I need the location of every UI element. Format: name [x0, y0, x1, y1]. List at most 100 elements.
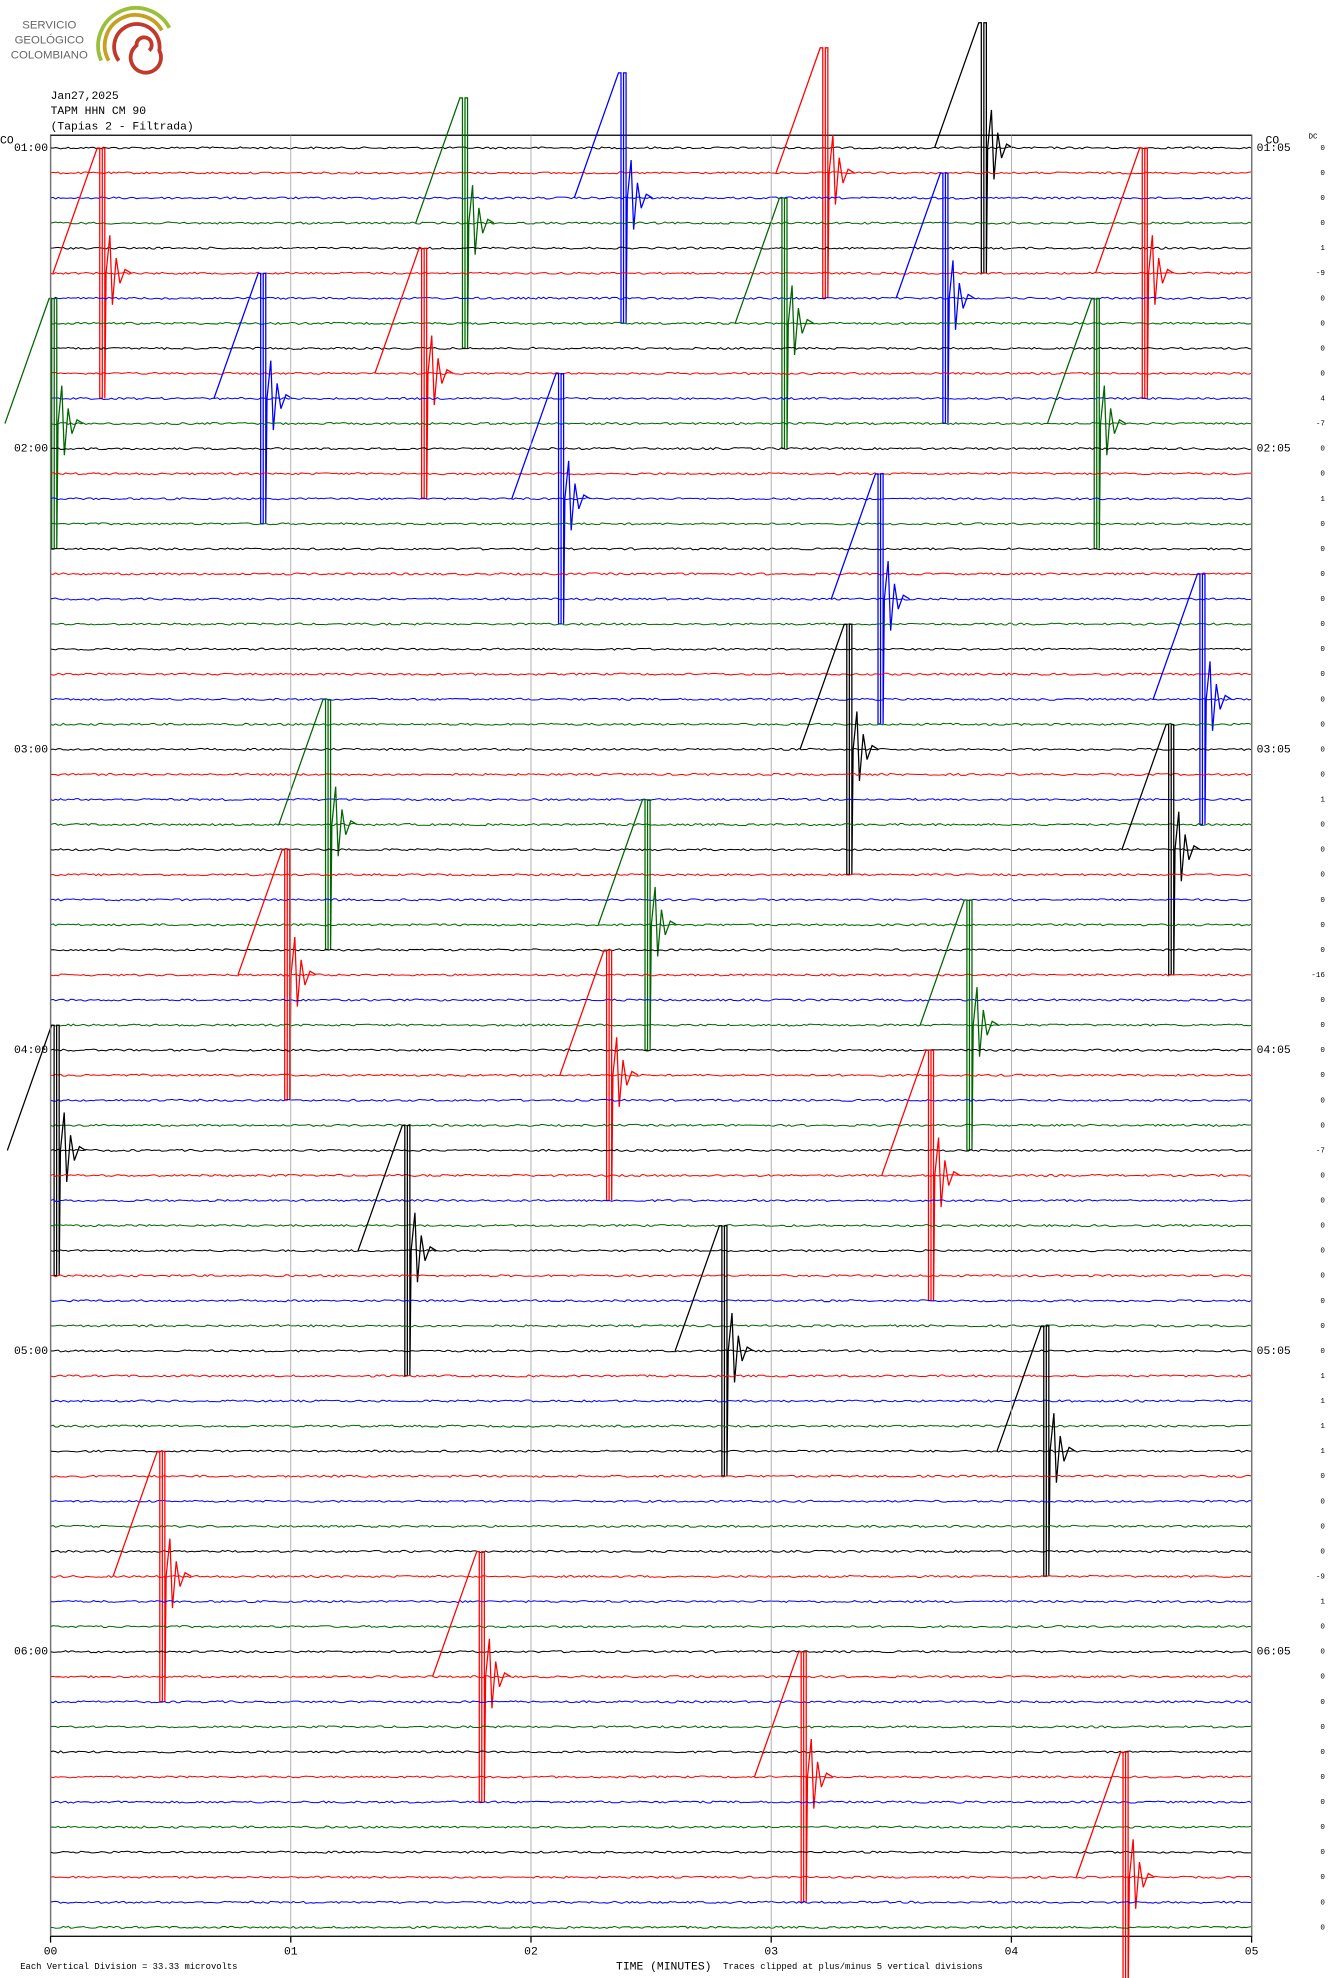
trace — [50, 1499, 1252, 1503]
logo-text: SERVICIO — [22, 19, 76, 31]
trace — [50, 672, 1252, 676]
dc-value: 0 — [1320, 746, 1325, 754]
trace — [50, 1198, 1252, 1203]
calibration-pulse — [559, 949, 639, 1201]
dc-value: 0 — [1320, 721, 1325, 729]
row-time-label: 02:00 — [14, 444, 48, 456]
dc-value: 0 — [1320, 671, 1325, 679]
row-time-label: 03:05 — [1257, 744, 1291, 756]
dc-value: 0 — [1320, 1624, 1325, 1632]
dc-value: 0 — [1320, 771, 1325, 779]
dc-value: 0 — [1320, 1273, 1325, 1281]
row-time-label: 05:05 — [1257, 1346, 1291, 1358]
trace — [50, 572, 1252, 576]
trace — [50, 1274, 1252, 1278]
trace — [50, 1073, 1252, 1077]
dc-value: -9 — [1316, 270, 1326, 278]
trace — [50, 622, 1252, 626]
trace — [50, 1675, 1252, 1679]
trace — [50, 1023, 1252, 1027]
trace — [50, 547, 1252, 551]
traces — [4, 22, 1252, 1978]
trace — [50, 797, 1252, 802]
title-line: (Tapias 2 - Filtrada) — [51, 121, 194, 133]
dc-value: 0 — [1320, 1824, 1325, 1832]
dc-value: 0 — [1320, 1323, 1325, 1331]
trace — [50, 1524, 1252, 1528]
dc-header: DC — [1309, 134, 1319, 142]
logo-arc — [96, 6, 172, 62]
dc-value: 0 — [1320, 1548, 1325, 1556]
trace — [50, 1349, 1252, 1353]
dc-value: 0 — [1320, 897, 1325, 905]
x-tick-label: 01 — [284, 1946, 298, 1958]
trace — [50, 1775, 1252, 1779]
dc-value: 0 — [1320, 997, 1325, 1005]
dc-value: -16 — [1311, 972, 1325, 980]
logo-text: COLOMBIANO — [11, 50, 88, 62]
trace — [50, 998, 1252, 1002]
trace — [50, 271, 1252, 275]
trace — [50, 848, 1252, 852]
row-time-label: 02:05 — [1257, 444, 1291, 456]
calibration-pulse — [1075, 1751, 1155, 1978]
dc-value: 0 — [1320, 345, 1325, 353]
trace — [50, 1925, 1252, 1929]
row-time-label: 03:00 — [14, 744, 48, 756]
trace — [50, 1650, 1252, 1654]
trace — [50, 1249, 1252, 1253]
calibration-pulse — [996, 1325, 1076, 1577]
dc-value: 0 — [1320, 571, 1325, 579]
dc-value: 1 — [1320, 1599, 1325, 1607]
dc-value: 0 — [1320, 1699, 1325, 1707]
x-axis-label: TIME (MINUTES) — [616, 1962, 711, 1974]
dc-value: 0 — [1320, 822, 1325, 830]
dc-value: 0 — [1320, 320, 1325, 328]
row-time-label: 06:00 — [14, 1647, 48, 1659]
trace — [50, 697, 1252, 701]
dc-value: 0 — [1320, 1473, 1325, 1481]
trace — [50, 1324, 1252, 1328]
trace — [50, 447, 1252, 451]
trace — [50, 196, 1252, 200]
calibration-pulse — [1094, 147, 1175, 399]
trace — [50, 1875, 1252, 1879]
trace — [50, 371, 1252, 376]
x-tick-label: 00 — [44, 1946, 58, 1958]
trace — [50, 722, 1252, 726]
trace — [50, 898, 1252, 902]
trace — [50, 647, 1252, 651]
title-line: TAPM HHN CM 90 — [51, 106, 147, 118]
trace — [50, 246, 1252, 250]
trace — [50, 396, 1252, 401]
dc-value: 0 — [1320, 1523, 1325, 1531]
dc-value: 0 — [1320, 1724, 1325, 1732]
dc-value: 1 — [1320, 1423, 1325, 1431]
dc-value: 0 — [1320, 170, 1325, 178]
calibration-pulse — [52, 147, 132, 399]
dc-value: 1 — [1320, 496, 1325, 504]
dc-value: 0 — [1320, 1874, 1325, 1882]
trace — [50, 1474, 1252, 1478]
dc-value: 0 — [1320, 546, 1325, 554]
x-tick-label: 02 — [524, 1946, 538, 1958]
trace — [50, 321, 1252, 325]
trace — [50, 346, 1252, 350]
dc-value: 0 — [1320, 1649, 1325, 1657]
dc-value: 0 — [1320, 1198, 1325, 1206]
logo-arc — [102, 13, 164, 62]
logo-text: GEOLÓGICO — [15, 33, 85, 46]
plot-frame — [49, 134, 1253, 1937]
dc-value: 0 — [1320, 370, 1325, 378]
trace — [50, 221, 1252, 225]
row-time-label: 06:05 — [1257, 1647, 1291, 1659]
dc-value: 1 — [1320, 245, 1325, 253]
trace — [50, 1173, 1252, 1178]
dc-value: 0 — [1320, 195, 1325, 203]
dc-value: 0 — [1320, 1924, 1325, 1932]
trace — [50, 421, 1252, 426]
trace — [50, 1148, 1252, 1152]
dc-value: 0 — [1320, 1122, 1325, 1130]
dc-value: 0 — [1320, 1022, 1325, 1030]
